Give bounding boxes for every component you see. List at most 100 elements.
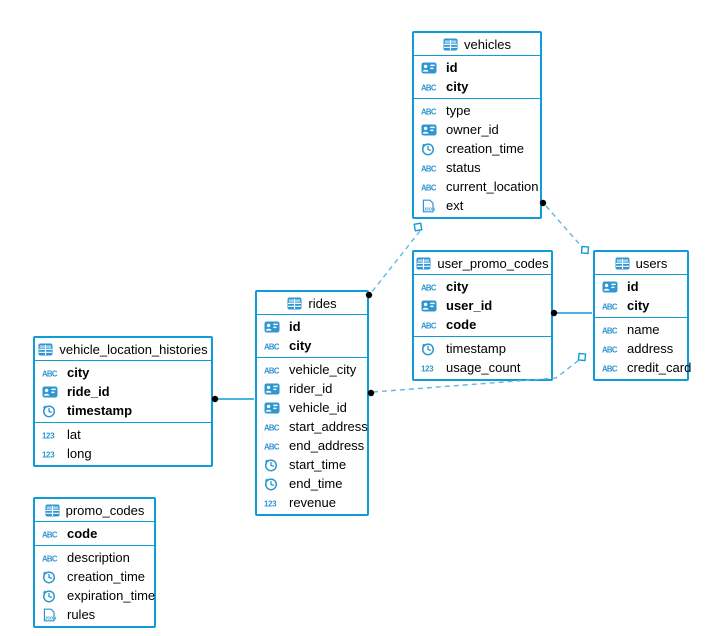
text-type-icon: ABC (42, 529, 63, 539)
field-row-city[interactable]: ABC city (257, 336, 367, 355)
id-type-icon (602, 281, 623, 293)
field-row-ext[interactable]: JSON ext (414, 196, 540, 215)
field-row-revenue[interactable]: 123 revenue (257, 493, 367, 512)
field-row-status[interactable]: ABC status (414, 158, 540, 177)
number-type-icon: 123 (421, 363, 442, 373)
timestamp-type-icon (42, 404, 63, 418)
field-row-address[interactable]: ABC address (595, 339, 687, 358)
fields-section: ABC description creation_time expiration_ti… (35, 545, 156, 626)
table-title: vehicles (464, 36, 511, 52)
table-icon (38, 343, 53, 356)
field-row-ride_id[interactable]: ride_id (35, 382, 211, 401)
field-name: name (627, 322, 660, 337)
relation-line-vehicles-users[interactable] (545, 205, 583, 248)
number-type-icon: 123 (42, 430, 63, 440)
table-header[interactable]: promo_codes (35, 499, 154, 522)
svg-text:ABC: ABC (264, 342, 280, 351)
field-name: user_id (446, 298, 493, 313)
field-row-long[interactable]: 123 long (35, 444, 211, 463)
field-name: city (446, 279, 469, 294)
field-row-timestamp[interactable]: timestamp (35, 401, 211, 420)
svg-text:ABC: ABC (264, 366, 280, 375)
field-name: vehicle_id (289, 400, 347, 415)
field-row-code[interactable]: ABC code (414, 315, 551, 334)
field-name: id (289, 319, 301, 334)
field-row-city[interactable]: ABC city (414, 77, 540, 96)
field-row-city[interactable]: ABC city (595, 296, 687, 315)
field-name: expiration_time (67, 588, 156, 603)
field-row-end_time[interactable]: end_time (257, 474, 367, 493)
field-name: ride_id (67, 384, 110, 399)
field-row-description[interactable]: ABC description (35, 548, 154, 567)
field-name: city (289, 338, 312, 353)
table-icon (416, 257, 431, 270)
field-row-vehicle_city[interactable]: ABC vehicle_city (257, 360, 367, 379)
field-row-end_address[interactable]: ABC end_address (257, 436, 367, 455)
svg-text:ABC: ABC (421, 183, 437, 192)
field-row-city[interactable]: ABC city (35, 363, 211, 382)
timestamp-type-icon (264, 477, 285, 491)
key-fields-section: ABC city ride_id timestamp (35, 361, 211, 422)
id-type-icon (421, 62, 442, 74)
field-row-usage_count[interactable]: 123 usage_count (414, 358, 551, 377)
table-title: vehicle_location_histories (59, 341, 208, 357)
field-name: start_time (289, 457, 347, 472)
relation-diamond-endpoint (413, 222, 423, 232)
field-row-city[interactable]: ABC city (414, 277, 551, 296)
field-row-rider_id[interactable]: rider_id (257, 379, 367, 398)
table-header[interactable]: rides (257, 292, 367, 315)
svg-text:JSON: JSON (45, 615, 56, 620)
table-header[interactable]: users (595, 252, 687, 275)
field-row-id[interactable]: id (595, 277, 687, 296)
field-row-timestamp[interactable]: timestamp (414, 339, 551, 358)
fields-section: ABC type owner_id creation_time ABC status ABC… (414, 98, 540, 217)
table-vehicle_location_histories[interactable]: vehicle_location_histories ABC city ride_id… (33, 336, 213, 467)
field-name: current_location (446, 179, 539, 194)
field-row-vehicle_id[interactable]: vehicle_id (257, 398, 367, 417)
svg-text:ABC: ABC (421, 107, 437, 116)
table-header[interactable]: vehicle_location_histories (35, 338, 211, 361)
table-header[interactable]: vehicles (414, 33, 540, 56)
table-promo_codes[interactable]: promo_codes ABC code ABC description creation… (33, 497, 156, 628)
table-header[interactable]: user_promo_codes (414, 252, 551, 275)
field-row-creation_time[interactable]: creation_time (35, 567, 154, 586)
table-users[interactable]: users id ABC city ABC name ABC address ABC credit… (593, 250, 691, 381)
field-row-id[interactable]: id (414, 58, 540, 77)
svg-text:ABC: ABC (421, 83, 437, 92)
field-row-code[interactable]: ABC code (35, 524, 154, 543)
field-row-credit_card[interactable]: ABC credit_card (595, 358, 691, 377)
field-row-expiration_time[interactable]: expiration_time (35, 586, 156, 605)
field-row-current_location[interactable]: ABC current_location (414, 177, 540, 196)
id-type-icon (42, 386, 63, 398)
table-title: user_promo_codes (437, 255, 549, 271)
field-row-owner_id[interactable]: owner_id (414, 120, 540, 139)
json-type-icon: JSON (421, 199, 442, 213)
table-title: promo_codes (65, 502, 145, 518)
field-row-creation_time[interactable]: creation_time (414, 139, 540, 158)
field-row-id[interactable]: id (257, 317, 367, 336)
field-row-start_time[interactable]: start_time (257, 455, 367, 474)
key-fields-section: id ABC city (257, 315, 367, 357)
field-row-type[interactable]: ABC type (414, 101, 540, 120)
field-row-lat[interactable]: 123 lat (35, 425, 211, 444)
table-user_promo_codes[interactable]: user_promo_codes ABC city user_id ABC code tim… (412, 250, 553, 381)
relation-diamond-endpoint (577, 352, 587, 362)
field-row-name[interactable]: ABC name (595, 320, 687, 339)
field-name: timestamp (446, 341, 506, 356)
field-name: long (67, 446, 92, 461)
timestamp-type-icon (421, 342, 442, 356)
field-name: description (67, 550, 130, 565)
number-type-icon: 123 (42, 449, 63, 459)
field-row-rules[interactable]: JSON rules (35, 605, 154, 624)
text-type-icon: ABC (42, 368, 63, 378)
field-row-start_address[interactable]: ABC start_address (257, 417, 368, 436)
field-name: id (627, 279, 639, 294)
key-fields-section: id ABC city (595, 275, 687, 317)
table-vehicles[interactable]: vehicles id ABC city ABC type owner_id creation… (412, 31, 542, 219)
field-name: usage_count (446, 360, 521, 375)
svg-text:123: 123 (42, 431, 55, 440)
field-row-user_id[interactable]: user_id (414, 296, 551, 315)
svg-text:JSON: JSON (424, 206, 435, 211)
